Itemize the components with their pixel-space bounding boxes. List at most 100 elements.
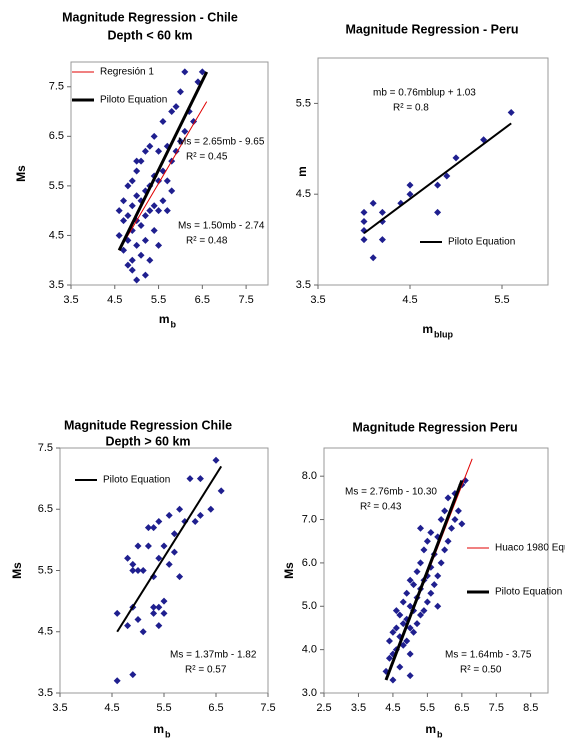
data-point (403, 637, 411, 645)
x-tick-label: 3.5 (351, 702, 366, 714)
x-axis-label-sub: blup (434, 329, 453, 339)
data-point (163, 207, 171, 215)
data-point (448, 524, 456, 532)
data-point (150, 226, 158, 234)
data-point (120, 217, 128, 225)
y-tick-label: 3.5 (38, 687, 53, 699)
data-point (141, 147, 149, 155)
plot-area (323, 447, 549, 694)
data-point (452, 154, 460, 162)
data-point (129, 560, 137, 568)
chart-title: Magnitude Regression - Chile (62, 10, 238, 24)
data-point (115, 207, 123, 215)
x-tick-label: 6.5 (208, 702, 223, 714)
data-point (196, 511, 204, 519)
data-point (406, 672, 414, 680)
data-point (458, 520, 466, 528)
x-tick-label: 7.5 (238, 294, 253, 306)
y-tick-label: 5.5 (49, 180, 64, 192)
data-point (128, 266, 136, 274)
y-tick-label: 3.5 (49, 279, 64, 291)
data-point (155, 147, 163, 155)
data-point (444, 537, 452, 545)
data-point (369, 199, 377, 207)
data-point (423, 598, 431, 606)
data-point (416, 611, 424, 619)
data-point (170, 530, 178, 538)
y-tick-label: 7.5 (49, 81, 64, 93)
annotation: Ms = 1.64mb - 3.75 (445, 650, 532, 661)
y-tick-label: 5.0 (302, 600, 317, 612)
data-point (129, 567, 137, 574)
data-point (128, 177, 136, 185)
y-tick-label: 8.0 (302, 470, 317, 482)
data-point (392, 607, 400, 615)
data-point (155, 207, 163, 215)
data-point (133, 276, 141, 284)
y-axis-label: Ms (14, 165, 28, 182)
x-tick-label: 3.5 (63, 294, 78, 306)
data-point (434, 602, 442, 610)
data-point (124, 212, 132, 220)
x-axis-label: m (153, 722, 164, 736)
data-point (385, 654, 393, 662)
x-tick-label: 8.5 (523, 702, 538, 714)
data-point (403, 589, 411, 597)
y-axis-label: Ms (10, 562, 24, 579)
data-point (181, 68, 189, 76)
data-point (120, 246, 128, 254)
data-point (124, 182, 132, 190)
data-point (176, 88, 184, 96)
data-point (406, 190, 414, 198)
data-point (172, 147, 180, 155)
x-tick-label: 5.5 (494, 294, 509, 306)
data-point (134, 542, 142, 550)
data-point (413, 620, 421, 628)
data-point (137, 157, 145, 165)
data-point (507, 108, 515, 116)
x-tick-label: 6.5 (454, 702, 469, 714)
data-point (155, 241, 163, 249)
data-point (134, 567, 142, 574)
data-point (133, 192, 141, 200)
x-tick-label: 6.5 (195, 294, 210, 306)
data-point (190, 117, 198, 125)
data-point (160, 597, 168, 605)
data-point (399, 620, 407, 628)
data-point (124, 554, 132, 562)
data-point (155, 518, 163, 525)
data-point (120, 197, 128, 205)
y-tick-label: 4.0 (302, 644, 317, 656)
regression-line (117, 71, 209, 251)
data-point (451, 516, 459, 524)
data-point (399, 641, 407, 649)
data-point (410, 628, 418, 636)
data-point (191, 518, 199, 525)
data-point (113, 609, 121, 617)
data-point (146, 207, 154, 215)
data-point (399, 598, 407, 606)
x-tick-label: 5.5 (156, 702, 171, 714)
x-tick-label: 5.5 (420, 702, 435, 714)
data-point (137, 222, 145, 230)
chart-title: Magnitude Regression - Peru (346, 22, 519, 36)
data-point (406, 624, 414, 632)
annotation: R² = 0.45 (186, 152, 228, 163)
data-point (134, 616, 142, 623)
y-tick-label: 4.5 (49, 229, 64, 241)
data-point (443, 172, 451, 180)
y-tick-label: 5.5 (38, 564, 53, 576)
legend-label: Piloto Equation (448, 237, 515, 248)
data-point (144, 524, 152, 532)
data-point (141, 212, 149, 220)
data-point (392, 624, 400, 632)
data-point (155, 177, 163, 185)
annotation: R² = 0.57 (185, 665, 227, 676)
data-point (141, 271, 149, 279)
data-point (360, 208, 368, 216)
annotation: R² = 0.8 (393, 103, 429, 114)
annotation: Ms = 2.65mb - 9.65 (178, 137, 265, 148)
data-point (360, 236, 368, 244)
y-tick-label: 7.5 (38, 442, 53, 454)
